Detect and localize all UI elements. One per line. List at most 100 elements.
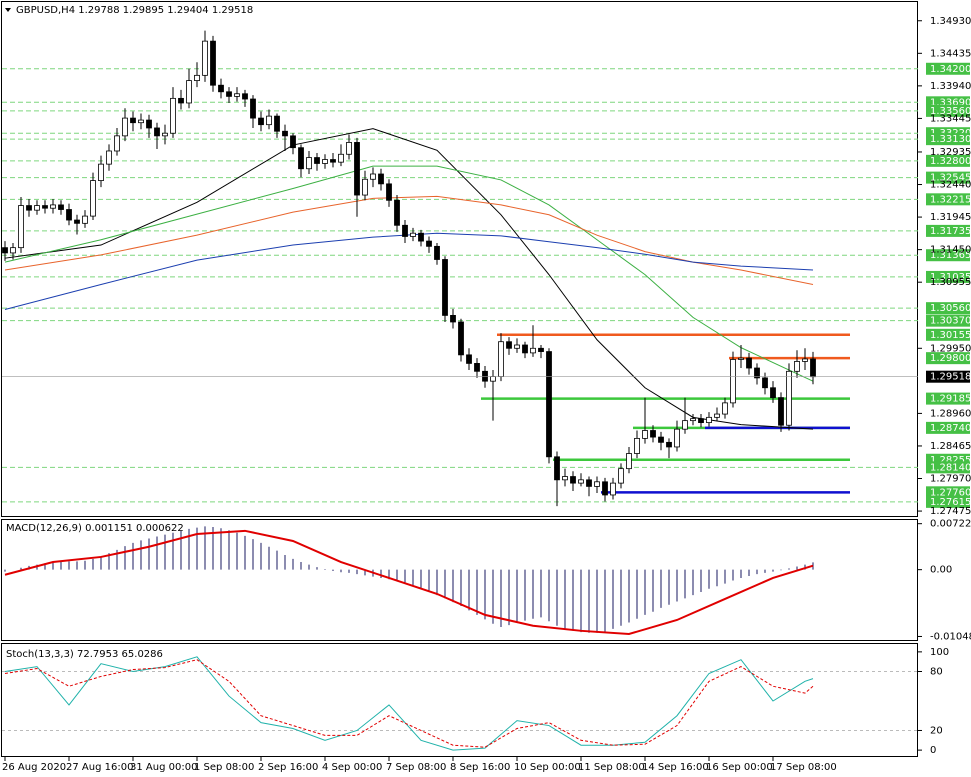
candle-body	[194, 74, 200, 82]
candle-body	[770, 387, 776, 399]
level-label: 1.30560	[930, 303, 971, 314]
candle-body	[674, 428, 680, 448]
candle-body	[146, 119, 152, 129]
candle-body	[402, 224, 408, 237]
x-tick-label: 14 Sep 16:00	[642, 762, 709, 773]
level-label: 1.27615	[930, 497, 971, 508]
candle-body	[506, 341, 512, 349]
candle-body	[522, 344, 528, 354]
candle-body	[754, 367, 760, 379]
level-tag	[926, 249, 970, 262]
y-tick-label: 1.32935	[930, 147, 971, 158]
stoch-signal	[4, 659, 814, 748]
stoch-main	[4, 656, 814, 751]
candle-body	[650, 430, 656, 438]
y-tick-label: 100	[930, 647, 949, 658]
y-tick-label: 0.007221	[930, 519, 971, 530]
level-tag	[926, 104, 970, 117]
candle-body	[426, 240, 432, 247]
macd-signal	[4, 529, 814, 636]
candle-body	[618, 468, 624, 484]
candle-body	[362, 178, 368, 196]
candle-body	[802, 358, 808, 362]
y-tick-label: 1.33940	[930, 81, 971, 92]
y-tick-label: 1.31945	[930, 212, 971, 223]
x-tick-label: 27 Aug 16:00	[66, 762, 133, 773]
candle-body	[578, 479, 584, 484]
level-tag	[926, 154, 970, 167]
level-label: 1.34200	[930, 64, 971, 75]
candle-body	[202, 40, 208, 76]
candle-body	[698, 418, 704, 424]
stoch-panel-frame	[1, 643, 918, 757]
x-tick-label: 1 Sep 08:00	[194, 762, 254, 773]
candle-body	[490, 376, 496, 382]
candle-body	[266, 115, 272, 126]
candle-body	[330, 159, 336, 163]
level-label: 1.31735	[930, 226, 971, 237]
level-label: 1.33690	[930, 97, 971, 108]
level-tag	[926, 270, 970, 283]
candle-body	[242, 93, 248, 100]
candle-body	[138, 119, 144, 124]
candle-body	[706, 416, 712, 424]
x-tick-label: 4 Sep 00:00	[322, 762, 382, 773]
candle-body	[122, 117, 128, 137]
candle-body	[690, 418, 696, 422]
candle-body	[306, 157, 312, 170]
level-label: 1.29185	[930, 394, 971, 405]
candle-body	[2, 247, 8, 254]
frame	[1, 1, 918, 757]
y-tick-label: 1.27970	[930, 474, 971, 485]
candle-body	[530, 347, 536, 354]
level-tag	[926, 314, 970, 327]
candle-body	[474, 363, 480, 372]
level-label: 1.28740	[930, 423, 971, 434]
candle-body	[746, 357, 752, 369]
y-tick-label: 1.28960	[930, 408, 971, 419]
level-label: 1.28255	[930, 455, 971, 466]
candle-body	[626, 453, 632, 470]
level-tag	[926, 421, 970, 434]
chart-title: GBPUSD,H4 1.29788 1.29895 1.29404 1.2951…	[16, 5, 253, 16]
level-label: 1.33130	[930, 134, 971, 145]
candle-body	[346, 142, 352, 155]
x-tick-label: 31 Aug 00:00	[130, 762, 197, 773]
y-tick-label: 1.27475	[930, 506, 971, 517]
candle-body	[682, 420, 688, 430]
candle-body	[178, 97, 184, 104]
candle-body	[274, 115, 280, 132]
y-tick-label: 0	[930, 745, 936, 756]
candle-body	[130, 117, 136, 124]
y-tick-label: 1.31450	[930, 245, 971, 256]
level-label: 1.32215	[930, 194, 971, 205]
y-tick-label: 1.28465	[930, 441, 971, 452]
level-tag	[926, 133, 970, 146]
candle-body	[762, 377, 768, 389]
candle-body	[738, 357, 744, 360]
candle-body	[58, 204, 64, 210]
y-tick-label: 1.33445	[930, 113, 971, 124]
candle-body	[546, 351, 552, 458]
candle-body	[482, 370, 488, 382]
candle-body	[82, 215, 88, 224]
candle-body	[114, 135, 120, 152]
level-tag	[926, 62, 970, 75]
menu-triangle	[5, 8, 11, 12]
candle-body	[442, 259, 448, 316]
x-tick-label: 8 Sep 16:00	[450, 762, 510, 773]
candle-body	[186, 80, 192, 104]
candle-body	[730, 359, 736, 404]
level-tag	[926, 193, 970, 206]
candle-body	[610, 482, 616, 496]
level-label: 1.32545	[930, 173, 971, 184]
candle-body	[10, 247, 16, 254]
level-label: 1.29800	[930, 353, 971, 364]
candle-body	[602, 481, 608, 496]
candle-body	[42, 205, 48, 209]
candle-body	[586, 479, 592, 487]
label-layer: 1.342001.336901.335601.332201.331301.328…	[2, 16, 971, 773]
moving-average	[4, 165, 814, 382]
candle-body	[450, 315, 456, 323]
candle-body	[50, 204, 56, 209]
